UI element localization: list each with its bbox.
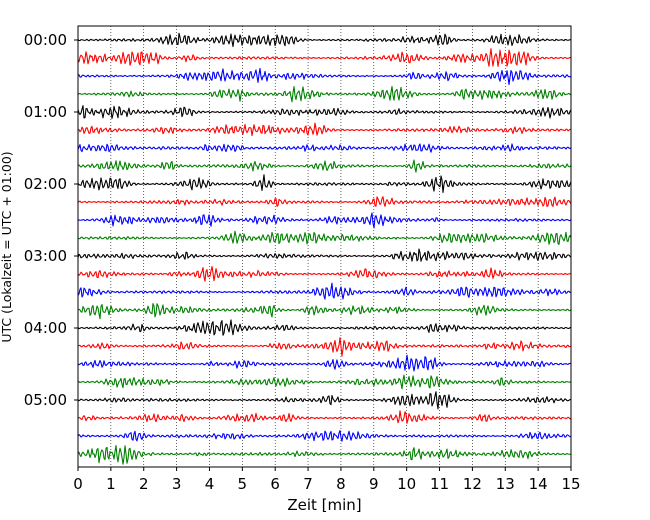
trace-11 — [77, 212, 572, 229]
trace-07 — [77, 143, 572, 153]
trace-03 — [77, 67, 572, 86]
trace-04 — [77, 85, 572, 103]
y-tick-label: 03:00 — [24, 247, 67, 265]
x-tick-label: 9 — [369, 475, 379, 493]
x-tick-label: 10 — [397, 475, 416, 493]
y-tick-label: 02:00 — [24, 175, 67, 193]
x-tick-label: 4 — [205, 475, 215, 493]
trace-05 — [77, 105, 572, 119]
trace-23 — [77, 430, 572, 442]
plot-background — [78, 26, 571, 467]
trace-14 — [77, 265, 572, 282]
plot-frame — [77, 25, 572, 468]
seismogram-traces — [77, 32, 572, 465]
trace-09 — [77, 174, 572, 194]
y-axis-ticks: 00:00 01:00 02:00 03:00 04:00 05:00 — [24, 31, 78, 409]
trace-20 — [77, 374, 572, 390]
trace-24 — [77, 445, 572, 465]
trace-22 — [77, 410, 572, 424]
trace-17 — [77, 319, 572, 336]
y-axis-label: UTC (Lokalzeit = UTC + 01:00) — [0, 151, 14, 342]
trace-06 — [77, 122, 572, 137]
x-tick-label: 13 — [496, 475, 515, 493]
x-tick-label: 12 — [463, 475, 482, 493]
x-axis-label: Zeit [min] — [287, 496, 361, 514]
x-tick-label: 0 — [73, 475, 83, 493]
x-tick-label: 6 — [270, 475, 280, 493]
y-tick-label: 05:00 — [24, 391, 67, 409]
x-tick-label: 14 — [529, 475, 548, 493]
y-tick-label: 04:00 — [24, 319, 67, 337]
trace-12 — [77, 230, 572, 245]
x-tick-label: 1 — [106, 475, 116, 493]
x-tick-label: 5 — [238, 475, 248, 493]
x-axis-ticks: 0 1 2 3 4 5 6 7 8 9 10 11 12 13 14 15 — [73, 467, 581, 493]
trace-19 — [77, 354, 572, 372]
trace-01 — [77, 32, 572, 48]
x-tick-label: 8 — [336, 475, 346, 493]
trace-13 — [77, 248, 572, 262]
trace-08 — [77, 159, 572, 173]
y-tick-label: 00:00 — [24, 31, 67, 49]
y-tick-label: 01:00 — [24, 103, 67, 121]
x-tick-label: 7 — [303, 475, 313, 493]
trace-21 — [77, 391, 572, 410]
trace-02 — [77, 48, 572, 67]
x-tick-label: 2 — [139, 475, 149, 493]
trace-16 — [77, 303, 572, 320]
x-tick-label: 11 — [430, 475, 449, 493]
trace-10 — [77, 196, 572, 207]
trace-18 — [77, 337, 572, 357]
x-tick-label: 3 — [172, 475, 182, 493]
x-tick-label: 15 — [561, 475, 580, 493]
trace-15 — [77, 282, 571, 300]
